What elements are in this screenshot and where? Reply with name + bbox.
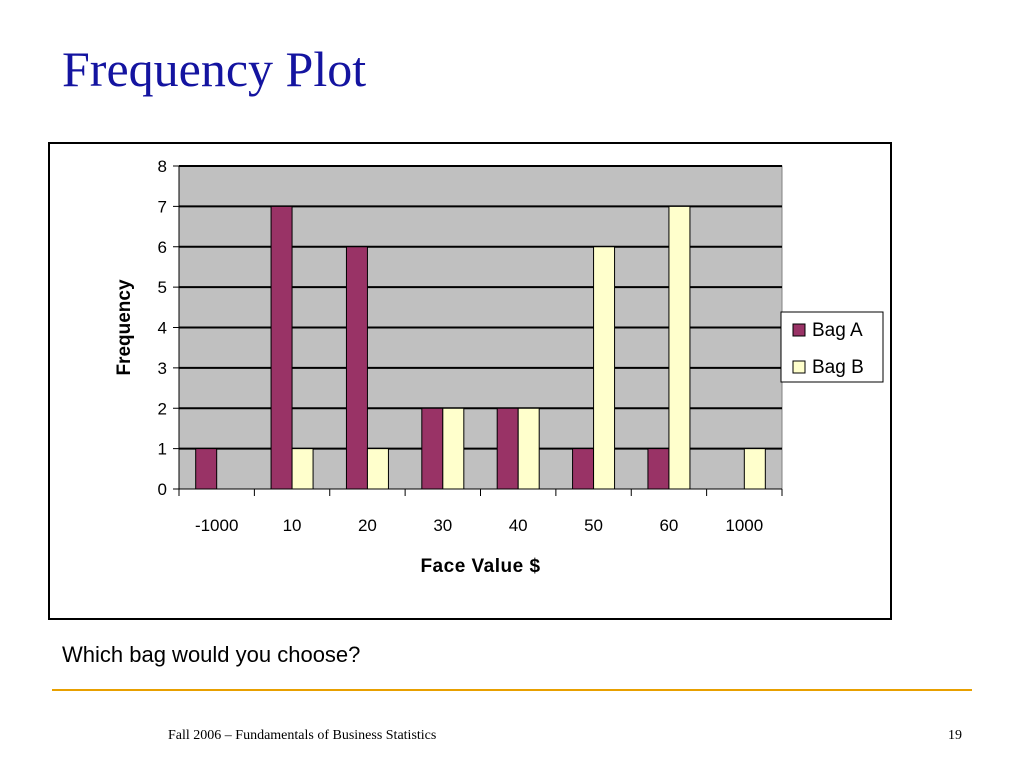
y-tick-label: 8: [158, 157, 167, 176]
x-tick-label: 40: [509, 516, 528, 535]
bar-bag-a: [496, 407, 519, 490]
x-tick-label: -1000: [195, 516, 238, 535]
y-tick-label: 6: [158, 238, 167, 257]
bar-bag-a: [270, 205, 293, 490]
bar-bag-a: [421, 407, 444, 490]
x-tick-label: 10: [283, 516, 302, 535]
y-tick-label: 7: [158, 197, 167, 216]
legend-label: Bag B: [812, 357, 864, 378]
bar-bag-b: [593, 246, 616, 490]
slide-title: Frequency Plot: [62, 41, 367, 97]
legend-label: Bag A: [812, 320, 863, 341]
bar-bag-a: [647, 448, 670, 490]
y-axis-title: Frequency: [114, 279, 135, 376]
frequency-chart: 0 1 2 3 4 5 6 7 8 -1000 10 20 30 40 50 60 1000 Face Value…: [114, 157, 884, 577]
footer-text: Fall 2006 – Fundamentals of Business Sta…: [168, 728, 437, 743]
bar-bag-b: [291, 448, 314, 490]
y-tick-label: 4: [158, 319, 167, 338]
chart-frame: 0 1 2 3 4 5 6 7 8 -1000 10 20 30 40 50 60 1000 Face Value…: [48, 142, 892, 620]
y-tick-label: 2: [158, 399, 167, 418]
y-tick-label: 5: [158, 278, 167, 297]
bar-bag-a: [195, 448, 218, 490]
legend-swatch: [792, 323, 806, 337]
footer-divider: [52, 689, 972, 691]
x-tick-label: 20: [358, 516, 377, 535]
x-tick-label: 50: [584, 516, 603, 535]
page-number: 19: [948, 728, 962, 743]
y-tick-label: 1: [158, 440, 167, 459]
y-tick-label: 3: [158, 359, 167, 378]
x-tick-label: 60: [659, 516, 678, 535]
y-tick-label: 0: [158, 480, 167, 499]
bar-bag-b: [366, 448, 389, 490]
legend-swatch: [792, 360, 806, 374]
bar-bag-a: [572, 448, 595, 490]
bar-bag-b: [668, 205, 691, 490]
x-tick-label: 1000: [725, 516, 763, 535]
bar-bag-a: [345, 246, 368, 490]
bar-bag-b: [517, 407, 540, 490]
question-text: Which bag would you choose?: [62, 642, 361, 667]
bar-bag-b: [743, 448, 766, 490]
x-axis-title: Face Value $: [420, 556, 540, 577]
bar-bag-b: [442, 407, 465, 490]
x-tick-label: 30: [433, 516, 452, 535]
